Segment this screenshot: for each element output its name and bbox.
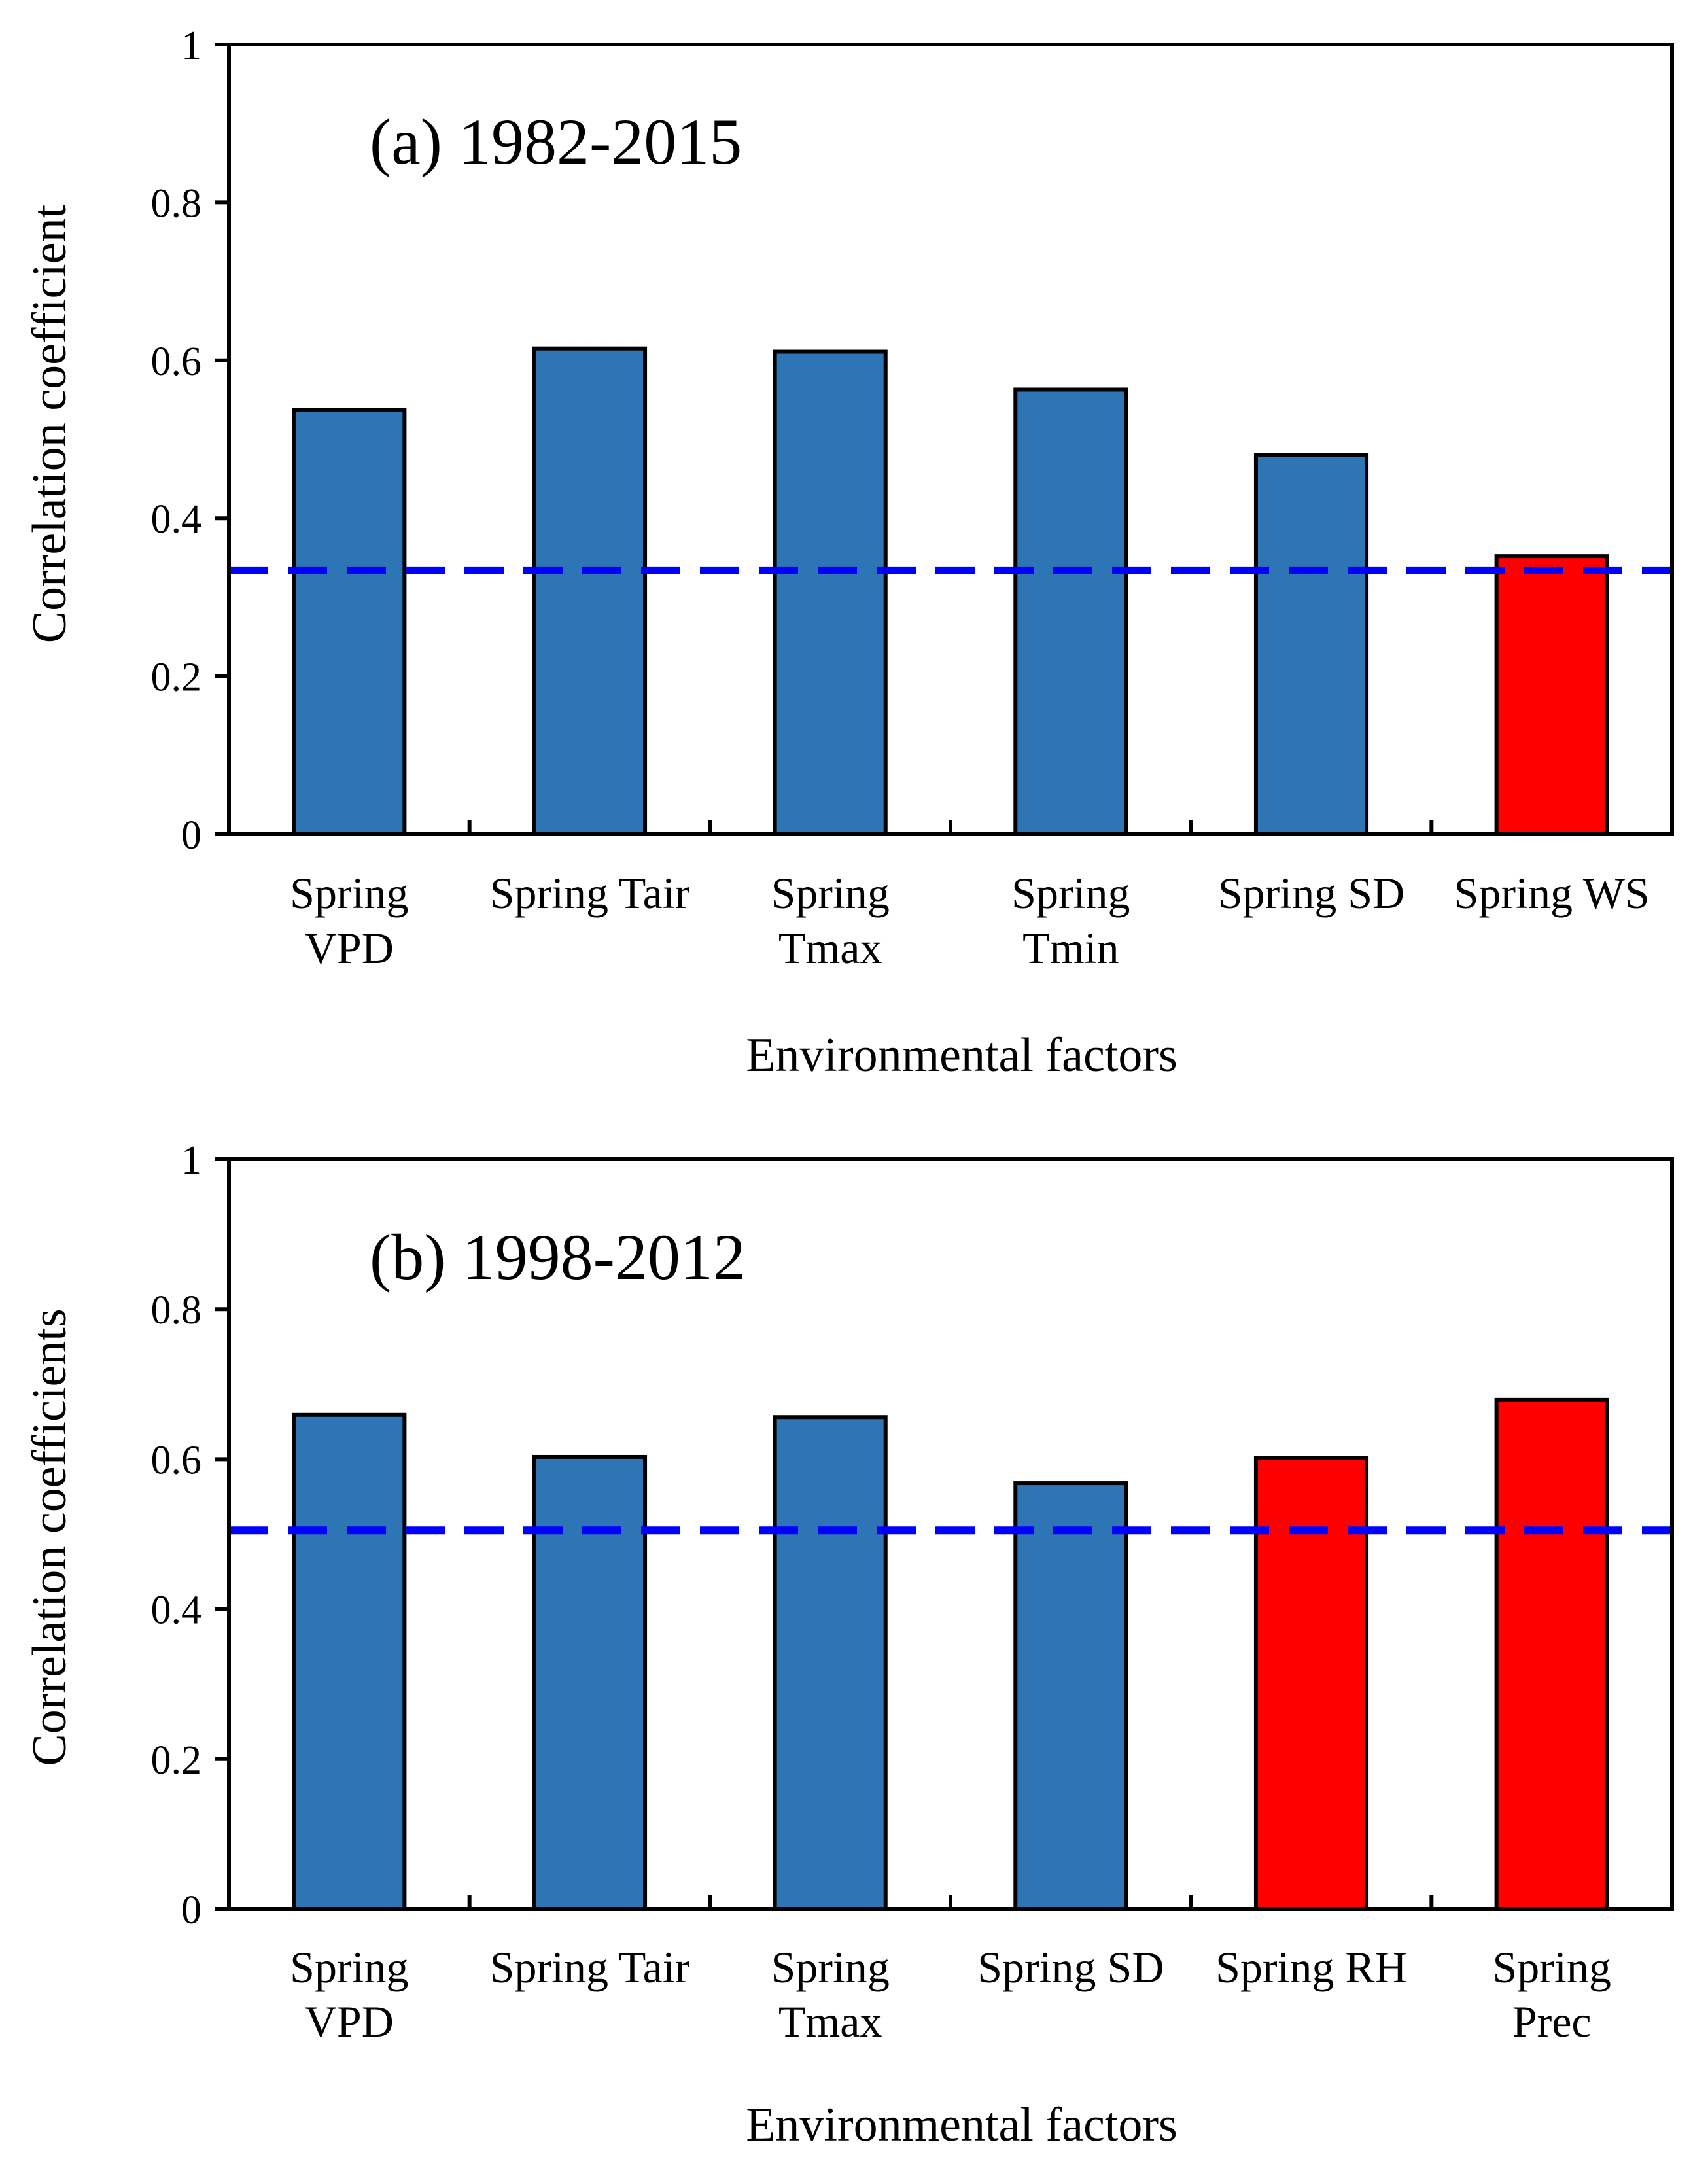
bar-4 (1253, 1456, 1369, 1911)
x-tick-label: Tmax (778, 1997, 882, 2046)
x-axis-label: Environmental factors (746, 1028, 1177, 1082)
y-tick-label: 0.4 (151, 1588, 202, 1633)
x-tick-label: Spring SD (1218, 868, 1404, 918)
x-tick-label: Spring (1011, 868, 1130, 918)
bar-0 (292, 408, 407, 836)
x-tick-label: Spring (1492, 1942, 1611, 1992)
bar-3 (1013, 387, 1128, 836)
y-tick-label: 0.2 (151, 1738, 202, 1783)
bar-1 (532, 346, 648, 836)
y-axis-label: Correlation coefficients (23, 1308, 77, 1766)
y-tick-label: 0.4 (151, 497, 202, 542)
y-tick-label: 1 (181, 1138, 201, 1183)
x-tick-label: Spring WS (1454, 868, 1650, 918)
x-axis-label: Environmental factors (746, 2098, 1177, 2152)
x-tick-label: Spring (771, 868, 889, 918)
bar-3 (1013, 1481, 1128, 1911)
x-tick-label: Prec (1512, 1997, 1592, 2046)
panel-title: (b) 1998-2012 (370, 1221, 746, 1293)
y-tick-label: 0 (181, 1888, 201, 1933)
bar-5 (1494, 1397, 1609, 1911)
bar-0 (292, 1412, 407, 1911)
y-tick-label: 1 (181, 24, 201, 68)
y-tick-label: 0.2 (151, 656, 202, 700)
x-tick-label: Spring (771, 1942, 889, 1992)
x-tick-label: Spring SD (977, 1942, 1164, 1992)
x-tick-label: Tmax (778, 923, 882, 973)
y-tick-label: 0.6 (151, 340, 202, 384)
y-tick-label: 0 (181, 813, 201, 858)
y-tick-label: 0.6 (151, 1438, 202, 1482)
x-tick-label: VPD (305, 923, 394, 973)
x-tick-label: Spring Tair (490, 1942, 690, 1992)
x-tick-label: Spring Tair (490, 868, 690, 918)
x-tick-label: Spring RH (1215, 1942, 1407, 1992)
panel-b: (b) 1998-2012 Correlation coefficients E… (23, 1138, 1674, 2152)
x-tick-label: VPD (305, 1997, 394, 2046)
bar-4 (1253, 453, 1369, 836)
y-tick-label: 0.8 (151, 1288, 202, 1333)
x-tick-label: Spring (290, 868, 408, 918)
y-tick-label: 0.8 (151, 181, 202, 226)
bar-1 (532, 1454, 648, 1911)
bar-2 (773, 1415, 888, 1912)
x-tick-label: Spring (290, 1942, 408, 1992)
panel-a: (a) 1982-2015 Correlation coefficient En… (23, 24, 1674, 1082)
bar-2 (773, 349, 888, 836)
y-axis-label: Correlation coefficient (23, 204, 77, 643)
panel-title: (a) 1982-2015 (370, 105, 742, 178)
x-tick-label: Tmin (1022, 923, 1119, 973)
bar-5 (1494, 554, 1609, 836)
